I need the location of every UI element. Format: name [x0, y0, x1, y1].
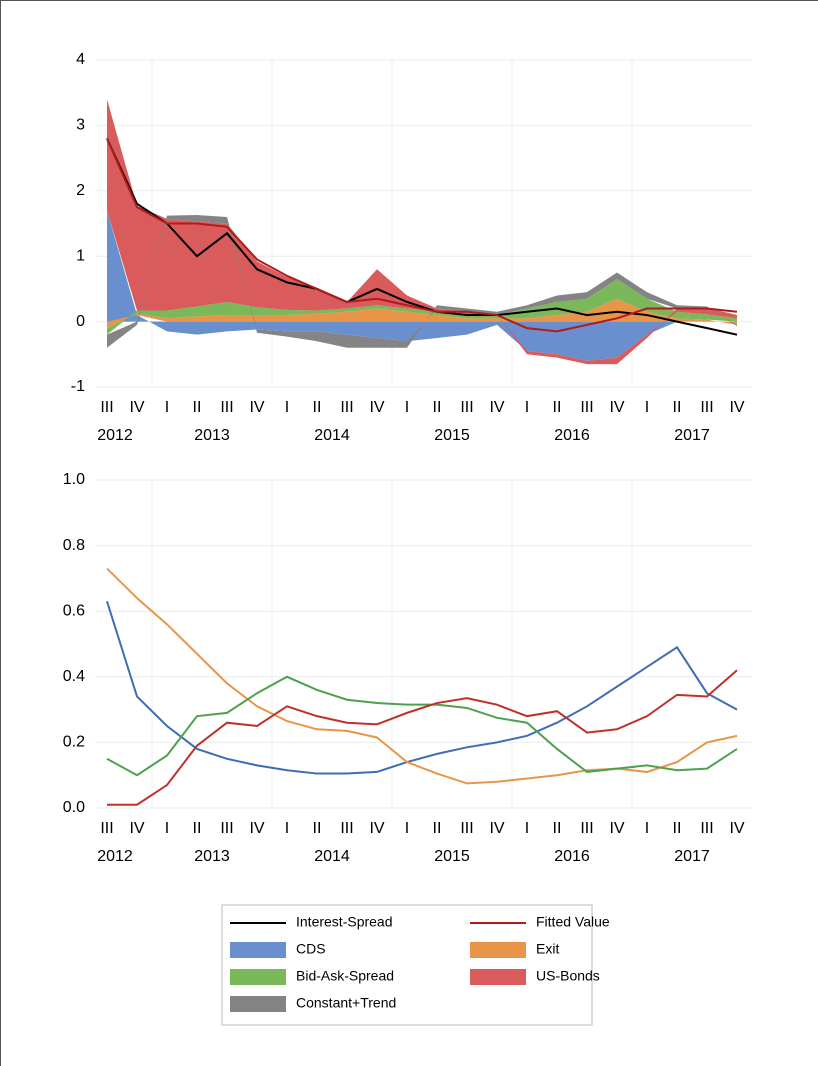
x-tick-label: I — [285, 399, 289, 416]
line — [106, 567, 738, 785]
x-tick-label: IV — [369, 820, 384, 837]
x-tick-label: III — [340, 820, 353, 837]
year-label: 2016 — [554, 427, 590, 444]
x-tick-label: IV — [129, 399, 144, 416]
legend-swatch — [230, 969, 286, 985]
legend-label: US-Bonds — [536, 968, 600, 984]
x-tick-label: I — [525, 820, 529, 837]
y-tick-label: 0.8 — [63, 537, 85, 554]
x-tick-label: I — [165, 820, 169, 837]
line — [106, 138, 738, 333]
line — [107, 669, 738, 806]
x-tick-label: IV — [249, 399, 264, 416]
legend-label: Interest-Spread — [296, 914, 393, 930]
year-label: 2016 — [554, 848, 590, 865]
y-tick-label: 0.2 — [63, 734, 85, 751]
y-tick-label: 0.0 — [63, 799, 85, 816]
x-tick-label: III — [580, 820, 593, 837]
legend: Interest-Spread Fitted Value CDS Exit Bid-As… — [230, 914, 610, 1012]
area — [107, 99, 737, 365]
year-label: 2015 — [434, 848, 470, 865]
x-tick-label: III — [700, 820, 713, 837]
year-label: 2012 — [97, 427, 133, 444]
x-tick-label: IV — [609, 820, 624, 837]
x-tick-label: IV — [489, 399, 504, 416]
x-tick-label: II — [553, 399, 562, 416]
x-tick-label: II — [673, 399, 682, 416]
y-tick-label: 0 — [76, 313, 85, 330]
x-tick-label: I — [645, 399, 649, 416]
y-tick-label: 1 — [76, 247, 85, 264]
year-label: 2017 — [674, 848, 710, 865]
legend-label: Bid-Ask-Spread — [296, 968, 394, 984]
x-tick-label: III — [460, 820, 473, 837]
line — [106, 601, 738, 775]
year-label: 2014 — [314, 427, 350, 444]
y-tick-label: -1 — [71, 378, 85, 395]
x-tick-label: I — [285, 820, 289, 837]
legend-swatch — [230, 942, 286, 958]
x-tick-label: I — [405, 399, 409, 416]
y-tick-label: 4 — [76, 51, 85, 68]
legend-label: CDS — [296, 941, 326, 957]
x-tick-label: IV — [129, 820, 144, 837]
area — [107, 214, 737, 348]
legend-swatch — [470, 969, 526, 985]
x-tick-label: I — [645, 820, 649, 837]
y-tick-label: 2 — [76, 182, 85, 199]
x-tick-label: II — [553, 820, 562, 837]
legend-label: Constant+Trend — [296, 995, 396, 1011]
area — [107, 279, 737, 335]
x-tick-label: IV — [729, 399, 744, 416]
x-tick-label: III — [220, 820, 233, 837]
x-tick-label: IV — [729, 820, 744, 837]
x-tick-label: III — [100, 399, 113, 416]
x-tick-label: II — [313, 399, 322, 416]
x-tick-label: III — [580, 399, 593, 416]
y-tick-label: 3 — [76, 117, 85, 134]
area — [107, 210, 737, 361]
area — [107, 298, 737, 329]
line — [106, 675, 738, 777]
x-tick-label: IV — [609, 399, 624, 416]
legend-swatch — [470, 942, 526, 958]
legend-swatch — [230, 996, 286, 1012]
x-tick-label: II — [433, 820, 442, 837]
legend-label: Exit — [536, 941, 559, 957]
x-tick-label: IV — [489, 820, 504, 837]
x-tick-label: II — [673, 820, 682, 837]
x-tick-label: III — [100, 820, 113, 837]
x-tick-label: I — [405, 820, 409, 837]
year-label: 2017 — [674, 427, 710, 444]
x-tick-label: II — [193, 399, 202, 416]
x-tick-label: III — [220, 399, 233, 416]
y-tick-label: 0.4 — [63, 668, 85, 685]
year-label: 2012 — [97, 848, 133, 865]
x-tick-label: I — [165, 399, 169, 416]
x-tick-label: III — [340, 399, 353, 416]
x-tick-label: IV — [249, 820, 264, 837]
x-tick-label: III — [700, 399, 713, 416]
x-tick-label: II — [193, 820, 202, 837]
year-label: 2013 — [194, 427, 230, 444]
year-label: 2015 — [434, 427, 470, 444]
y-tick-label: 1.0 — [63, 471, 85, 488]
year-label: 2014 — [314, 848, 350, 865]
year-label: 2013 — [194, 848, 230, 865]
x-tick-label: II — [313, 820, 322, 837]
y-tick-label: 0.6 — [63, 602, 85, 619]
x-tick-label: III — [460, 399, 473, 416]
x-tick-label: I — [525, 399, 529, 416]
x-tick-label: IV — [369, 399, 384, 416]
legend-label: Fitted Value — [536, 914, 610, 930]
x-tick-label: II — [433, 399, 442, 416]
legend-box — [221, 904, 593, 1026]
